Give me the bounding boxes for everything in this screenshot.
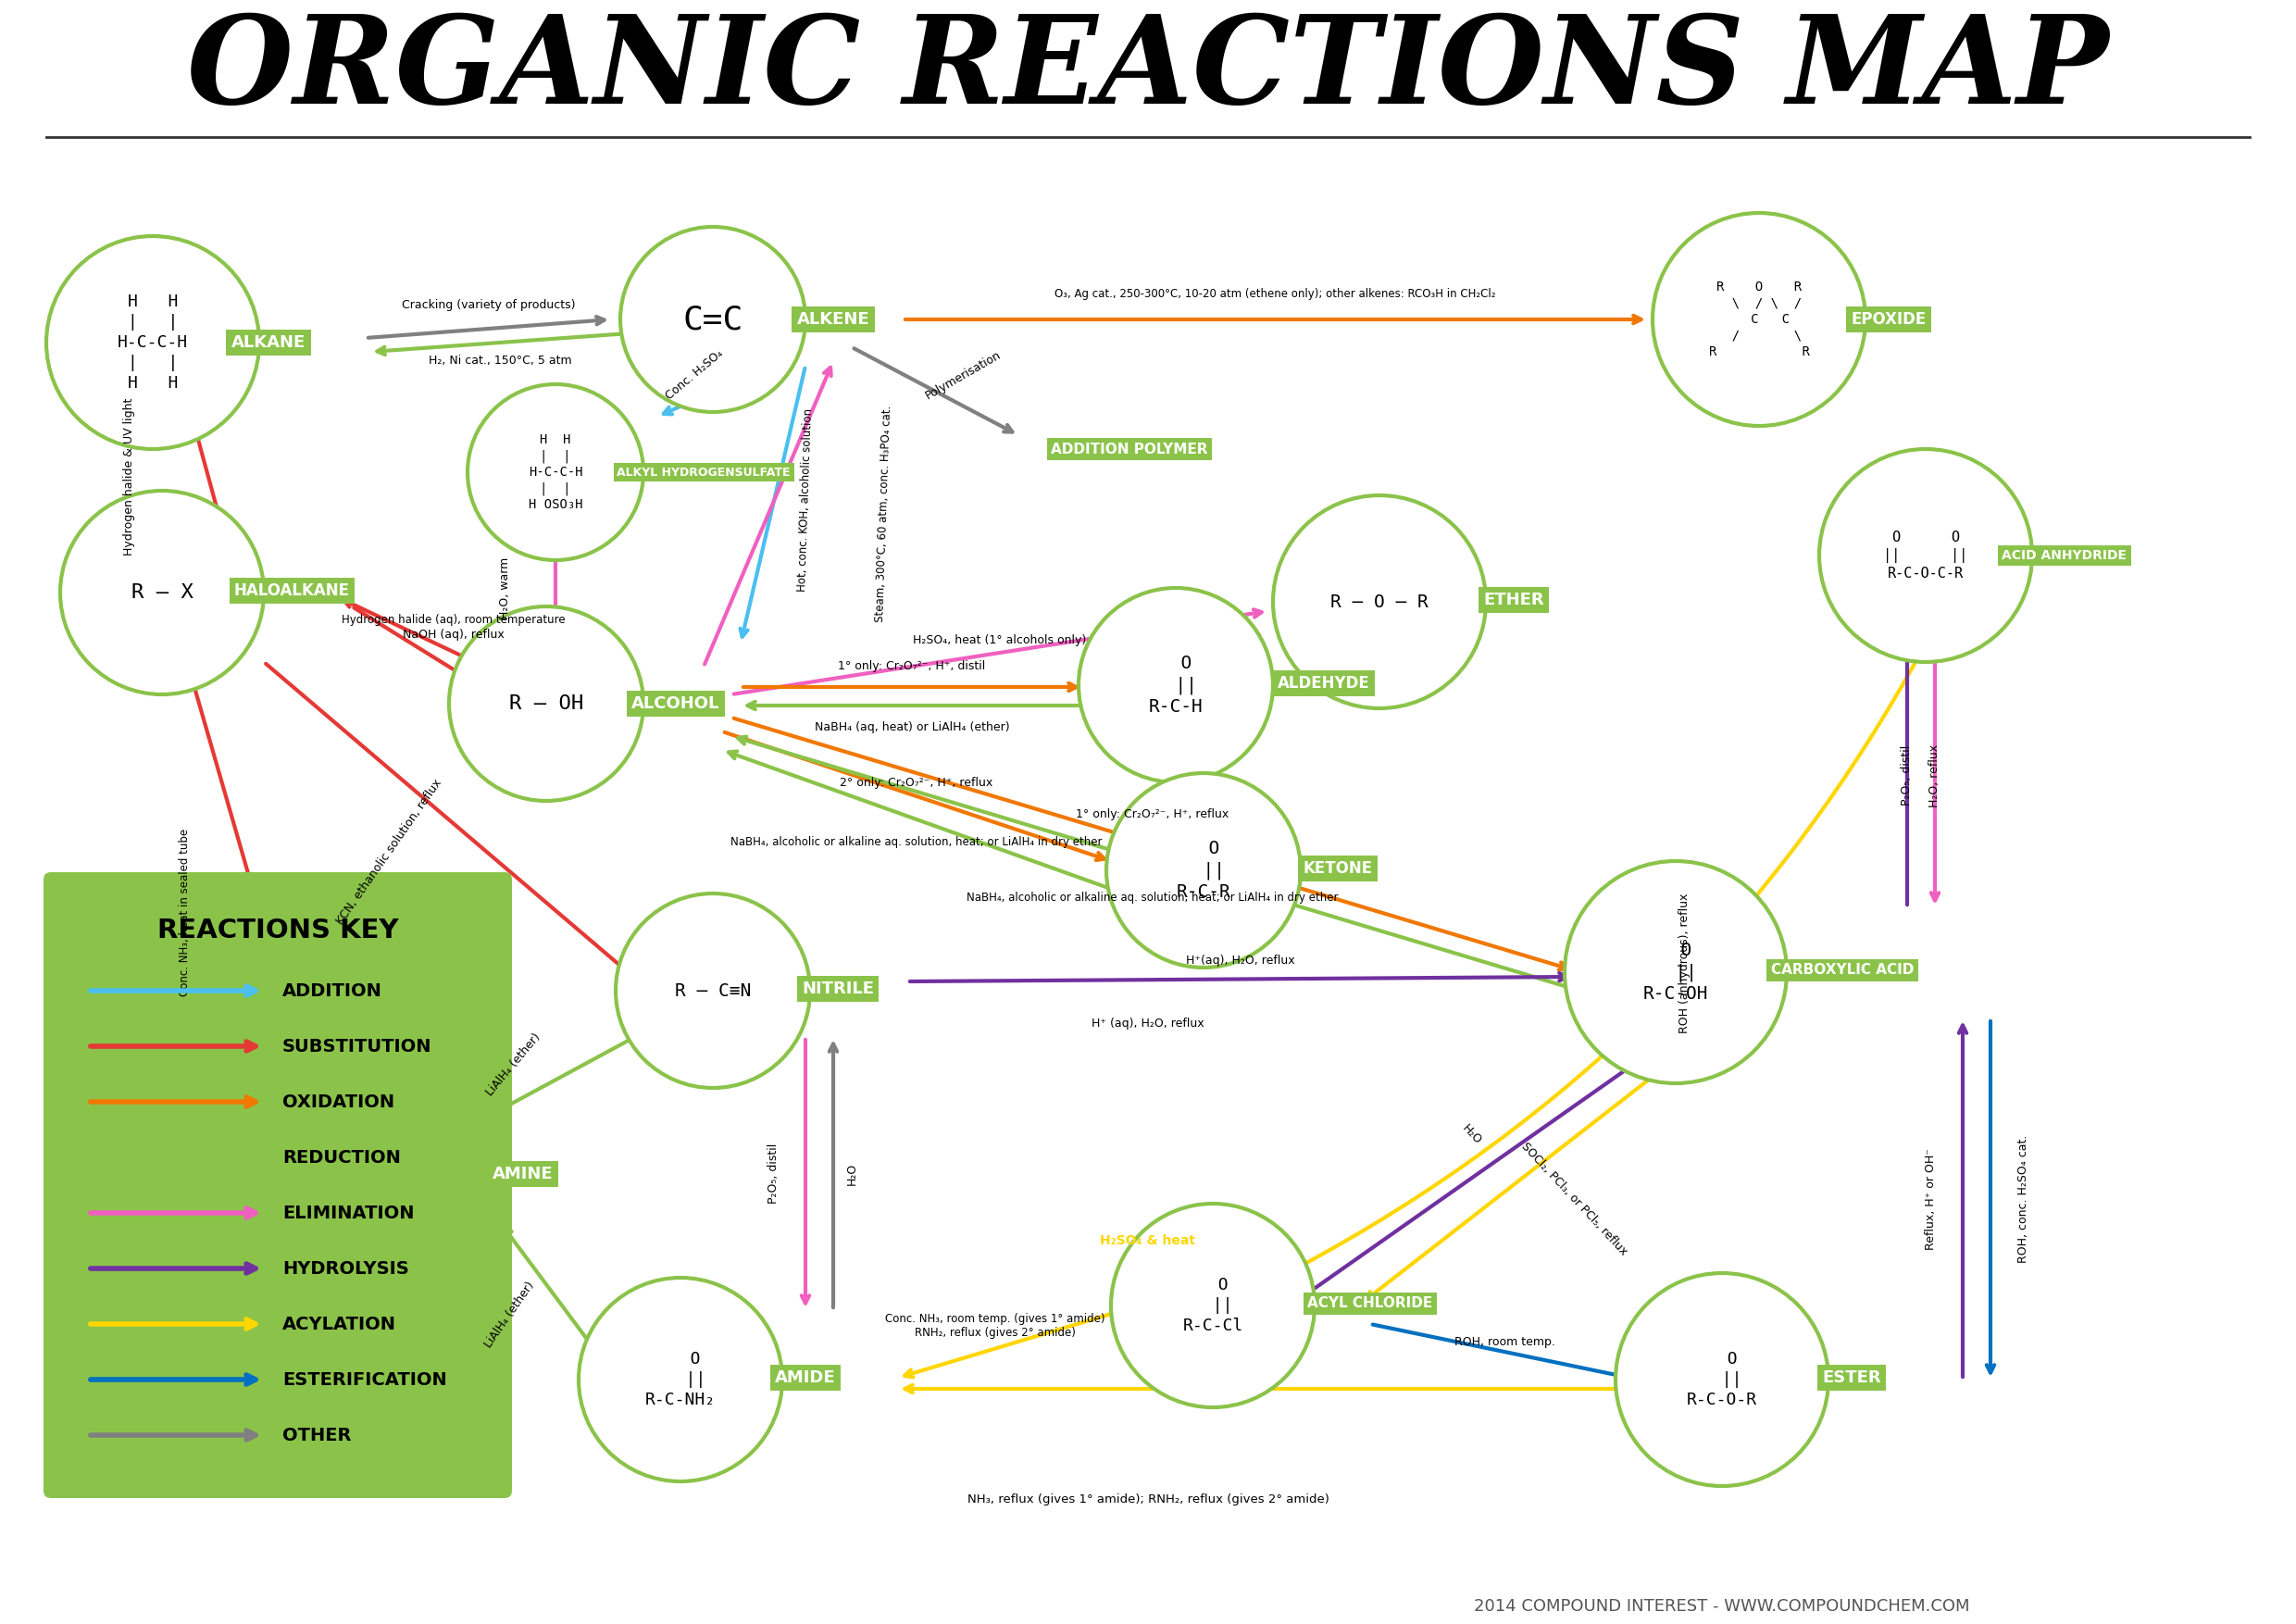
Text: Conc. NH₃, heat in sealed tube: Conc. NH₃, heat in sealed tube: [179, 828, 191, 996]
Ellipse shape: [1653, 213, 1864, 425]
Text: R — OH: R — OH: [510, 695, 583, 713]
Text: H  H
|  |
H-C-C-H
|  |
H OSO₃H: H H | | H-C-C-H | | H OSO₃H: [528, 434, 583, 512]
Text: LiAlH₄ (ether): LiAlH₄ (ether): [484, 1031, 544, 1098]
Text: NaOH (aq), reflux: NaOH (aq), reflux: [402, 628, 505, 640]
Text: Hydrogen halide (aq), room temperature: Hydrogen halide (aq), room temperature: [342, 614, 565, 627]
Text: Conc. NH₃, room temp. (gives 1° amide)
RNH₂, reflux (gives 2° amide): Conc. NH₃, room temp. (gives 1° amide) R…: [886, 1312, 1104, 1338]
Text: H₂SO₄, heat (1° alcohols only): H₂SO₄, heat (1° alcohols only): [914, 635, 1086, 646]
Text: P₂O₅, distil: P₂O₅, distil: [767, 1143, 778, 1203]
Text: ADDITION: ADDITION: [282, 983, 381, 999]
Text: H₂SO₄ & heat: H₂SO₄ & heat: [1100, 1234, 1196, 1247]
Text: C=C: C=C: [682, 304, 744, 335]
Text: AMIDE: AMIDE: [776, 1369, 836, 1385]
Text: Hydrogen halide & UV light: Hydrogen halide & UV light: [124, 398, 135, 555]
Text: ETHER: ETHER: [1483, 591, 1545, 609]
Text: Reflux, H⁺ or OH⁻: Reflux, H⁺ or OH⁻: [1924, 1148, 1936, 1250]
Text: O
  ||
R-C-H: O || R-C-H: [1148, 654, 1203, 716]
Text: HYDROLYSIS: HYDROLYSIS: [282, 1260, 409, 1276]
Text: R — O — R: R — O — R: [1329, 593, 1428, 611]
Text: O₃, Ag cat., 250-300°C, 10-20 atm (ethene only); other alkenes: RCO₃H in CH₂Cl₂: O₃, Ag cat., 250-300°C, 10-20 atm (ethen…: [1054, 289, 1497, 300]
Text: H⁺(aq), H₂O, reflux: H⁺(aq), H₂O, reflux: [1187, 955, 1295, 966]
Ellipse shape: [579, 1278, 783, 1481]
Ellipse shape: [1564, 861, 1786, 1083]
Text: ELIMINATION: ELIMINATION: [282, 1203, 413, 1221]
Text: ACYL CHLORIDE: ACYL CHLORIDE: [1309, 1296, 1433, 1311]
Text: H₂O: H₂O: [845, 1163, 859, 1186]
Text: SOCl₂, PCl₃, or PCl₅, reflux: SOCl₂, PCl₃, or PCl₅, reflux: [1518, 1140, 1630, 1257]
Text: ALKENE: ALKENE: [797, 312, 870, 328]
Text: H₂, Ni cat., 150°C, 5 atm: H₂, Ni cat., 150°C, 5 atm: [429, 356, 572, 367]
Ellipse shape: [301, 1078, 496, 1273]
Text: NITRILE: NITRILE: [801, 981, 875, 997]
Text: 2014 COMPOUND INTEREST - WWW.COMPOUNDCHEM.COM: 2014 COMPOUND INTEREST - WWW.COMPOUNDCHE…: [1474, 1598, 1970, 1614]
Text: ESTERIFICATION: ESTERIFICATION: [282, 1371, 448, 1389]
Ellipse shape: [1107, 773, 1302, 968]
Text: R — C≡N: R — C≡N: [675, 983, 751, 999]
Text: NaBH₄ (aq, heat) or LiAlH₄ (ether): NaBH₄ (aq, heat) or LiAlH₄ (ether): [815, 721, 1010, 732]
Text: ROH (anhydrous), reflux: ROH (anhydrous), reflux: [1678, 893, 1690, 1033]
Text: ROH, conc. H₂SO₄ cat.: ROH, conc. H₂SO₄ cat.: [2016, 1135, 2030, 1263]
Text: ESTER: ESTER: [1823, 1369, 1880, 1385]
Ellipse shape: [450, 606, 643, 801]
Text: ROH, room temp.: ROH, room temp.: [1453, 1337, 1554, 1348]
FancyBboxPatch shape: [44, 872, 512, 1497]
Text: H₂O, reflux: H₂O, reflux: [1929, 744, 1940, 807]
Text: ALKYL HYDROGENSULFATE: ALKYL HYDROGENSULFATE: [618, 466, 790, 477]
Text: O      O
||      ||
R-C-O-C-R: O O || || R-C-O-C-R: [1883, 531, 1968, 580]
Text: REDUCTION: REDUCTION: [282, 1148, 402, 1166]
Ellipse shape: [1616, 1273, 1828, 1486]
Ellipse shape: [1111, 1203, 1316, 1408]
Text: Polymerisation: Polymerisation: [923, 349, 1003, 401]
Text: CARBOXYLIC ACID: CARBOXYLIC ACID: [1770, 963, 1915, 978]
Text: O
   ||
R-C-NH₂: O || R-C-NH₂: [645, 1351, 716, 1408]
Text: H₂O, warm: H₂O, warm: [498, 557, 510, 619]
Text: ACID ANHYDRIDE: ACID ANHYDRIDE: [2002, 549, 2126, 562]
Text: LiAlH₄ (ether): LiAlH₄ (ether): [482, 1280, 537, 1350]
Text: R — X: R — X: [131, 583, 193, 603]
Ellipse shape: [620, 227, 806, 412]
Text: P₂O₅, distil: P₂O₅, distil: [1901, 745, 1913, 806]
Ellipse shape: [615, 893, 810, 1088]
Text: ADDITION POLYMER: ADDITION POLYMER: [1052, 442, 1208, 456]
Text: H   H
|   |
H-C-C-H
|   |
H   H: H H | | H-C-C-H | | H H: [117, 294, 188, 391]
Text: ALKANE: ALKANE: [232, 335, 305, 351]
Text: HALOALKANE: HALOALKANE: [234, 583, 349, 599]
Text: H⁺ (aq), H₂O, reflux: H⁺ (aq), H₂O, reflux: [1091, 1017, 1205, 1030]
Text: NH₃, reflux (gives 1° amide); RNH₂, reflux (gives 2° amide): NH₃, reflux (gives 1° amide); RNH₂, refl…: [967, 1494, 1329, 1505]
Text: OXIDATION: OXIDATION: [282, 1093, 395, 1111]
Text: SUBSTITUTION: SUBSTITUTION: [282, 1038, 432, 1056]
Ellipse shape: [1079, 588, 1272, 783]
Ellipse shape: [1818, 450, 2032, 663]
Text: ACYLATION: ACYLATION: [282, 1315, 397, 1333]
Text: R    O    R
  \  / \  /
   C   C
  /       \
R           R: R O R \ / \ / C C / \ R R: [1708, 281, 1809, 357]
Text: KCN, ethanolic solution, reflux: KCN, ethanolic solution, reflux: [333, 776, 443, 927]
Text: Steam, 300°C, 60 atm, conc. H₃PO₄ cat.: Steam, 300°C, 60 atm, conc. H₃PO₄ cat.: [875, 406, 893, 622]
Text: O
  ||
R-C-Cl: O || R-C-Cl: [1182, 1276, 1242, 1335]
Text: 1° only: Cr₂O₇²⁻, H⁺, distil: 1° only: Cr₂O₇²⁻, H⁺, distil: [838, 661, 985, 672]
Text: Hot, conc. KOH, alcoholic solution: Hot, conc. KOH, alcoholic solution: [797, 408, 815, 591]
Ellipse shape: [46, 235, 259, 450]
Text: REACTIONS KEY: REACTIONS KEY: [156, 918, 397, 944]
Text: KETONE: KETONE: [1304, 861, 1373, 877]
Text: ORGANIC REACTIONS MAP: ORGANIC REACTIONS MAP: [188, 10, 2108, 130]
Ellipse shape: [1272, 495, 1486, 708]
Text: R-N-H
   |
   H: R-N-H | H: [372, 1147, 422, 1205]
Text: OTHER: OTHER: [282, 1426, 351, 1444]
Text: O
  ||
R-C-R: O || R-C-R: [1176, 840, 1231, 901]
Text: Conc. H₂SO₄: Conc. H₂SO₄: [664, 348, 726, 403]
Text: AMINE: AMINE: [494, 1166, 553, 1182]
Text: O
  ||
R-C-O-R: O || R-C-O-R: [1688, 1351, 1756, 1408]
Text: Cracking (variety of products): Cracking (variety of products): [402, 299, 576, 312]
Ellipse shape: [468, 385, 643, 560]
Text: ALCOHOL: ALCOHOL: [631, 695, 721, 711]
Text: NaBH₄, alcoholic or alkaline aq. solution, heat; or LiAlH₄ in dry ether: NaBH₄, alcoholic or alkaline aq. solutio…: [730, 836, 1102, 849]
Text: 1° only: Cr₂O₇²⁻, H⁺, reflux: 1° only: Cr₂O₇²⁻, H⁺, reflux: [1077, 809, 1228, 820]
Text: O
  ||
R-C-OH: O || R-C-OH: [1644, 942, 1708, 1004]
Text: 2° only: Cr₂O₇²⁻, H⁺, reflux: 2° only: Cr₂O₇²⁻, H⁺, reflux: [840, 776, 994, 788]
Text: EPOXIDE: EPOXIDE: [1851, 312, 1926, 328]
Text: H₂O: H₂O: [1460, 1122, 1483, 1147]
Ellipse shape: [60, 490, 264, 695]
Text: NaBH₄, alcoholic or alkaline aq. solution, heat; or LiAlH₄ in dry ether: NaBH₄, alcoholic or alkaline aq. solutio…: [967, 892, 1339, 905]
Text: ALDEHYDE: ALDEHYDE: [1279, 676, 1371, 692]
